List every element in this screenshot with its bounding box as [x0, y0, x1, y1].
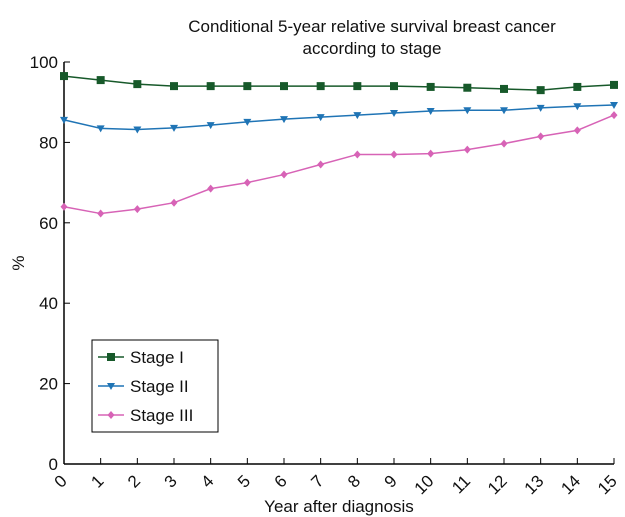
- marker: [133, 126, 142, 134]
- marker: [97, 209, 105, 218]
- x-tick-label: 13: [521, 471, 548, 498]
- marker: [610, 102, 618, 110]
- marker: [573, 103, 582, 111]
- chart-title: according to stage: [303, 39, 442, 58]
- series-line: [63, 75, 615, 91]
- y-axis-label: %: [9, 255, 28, 270]
- series-line: [63, 104, 615, 131]
- marker: [60, 202, 68, 211]
- y-tick-label: 60: [39, 214, 58, 233]
- x-tick-label: 5: [234, 471, 254, 491]
- marker: [170, 124, 178, 132]
- marker: [610, 80, 618, 89]
- legend-label: Stage III: [130, 406, 193, 425]
- marker: [107, 353, 115, 361]
- marker: [536, 104, 545, 112]
- marker: [243, 82, 252, 91]
- marker: [353, 82, 362, 91]
- x-tick-label: 14: [557, 471, 584, 498]
- marker: [280, 82, 288, 91]
- marker: [207, 184, 215, 193]
- x-tick-label: 8: [344, 471, 364, 491]
- x-tick-label: 12: [484, 471, 511, 498]
- marker: [60, 116, 68, 124]
- marker: [573, 82, 582, 91]
- marker: [536, 86, 545, 95]
- marker: [463, 107, 472, 115]
- y-tick-label: 80: [39, 133, 58, 152]
- y-tick-label: 0: [49, 455, 58, 474]
- marker: [426, 82, 435, 91]
- marker: [96, 76, 105, 85]
- marker: [206, 82, 215, 91]
- x-tick-label: 0: [51, 471, 71, 491]
- x-tick-label: 3: [161, 471, 181, 491]
- x-axis-label: Year after diagnosis: [264, 497, 414, 516]
- marker: [537, 132, 545, 141]
- x-tick-label: 6: [271, 471, 291, 491]
- marker: [243, 178, 251, 187]
- legend-label: Stage II: [130, 377, 189, 396]
- marker: [243, 118, 252, 126]
- marker: [280, 170, 288, 179]
- x-tick-label: 7: [307, 471, 327, 491]
- marker: [463, 145, 471, 154]
- marker: [390, 110, 398, 118]
- marker: [610, 111, 618, 120]
- marker: [353, 150, 361, 159]
- marker: [96, 125, 105, 133]
- legend-label: Stage I: [130, 348, 184, 367]
- x-tick-label: 15: [594, 471, 621, 498]
- x-tick-label: 2: [124, 471, 144, 491]
- marker: [427, 149, 435, 158]
- marker: [107, 411, 115, 419]
- x-tick-label: 1: [87, 471, 107, 491]
- marker: [500, 139, 508, 148]
- x-tick-label: 10: [411, 471, 438, 498]
- y-tick-label: 20: [39, 375, 58, 394]
- x-tick-label: 9: [381, 471, 401, 491]
- marker: [280, 116, 288, 124]
- marker: [60, 72, 68, 81]
- marker: [500, 107, 508, 115]
- marker: [463, 83, 472, 92]
- chart-title: Conditional 5-year relative survival bre…: [188, 17, 556, 36]
- x-tick-label: 4: [197, 471, 217, 491]
- marker: [390, 82, 398, 91]
- x-tick-label: 11: [448, 471, 474, 497]
- marker: [353, 112, 362, 120]
- marker: [133, 80, 142, 89]
- marker: [170, 82, 178, 91]
- marker: [107, 383, 115, 390]
- marker: [316, 114, 325, 122]
- y-tick-label: 100: [30, 53, 58, 72]
- marker: [133, 205, 141, 214]
- marker: [500, 84, 508, 93]
- marker: [317, 160, 325, 169]
- marker: [316, 82, 325, 91]
- marker: [170, 198, 178, 207]
- marker: [426, 108, 435, 116]
- marker: [573, 126, 581, 135]
- y-tick-label: 40: [39, 294, 58, 313]
- marker: [390, 150, 398, 159]
- marker: [206, 122, 215, 130]
- series-line: [63, 114, 615, 215]
